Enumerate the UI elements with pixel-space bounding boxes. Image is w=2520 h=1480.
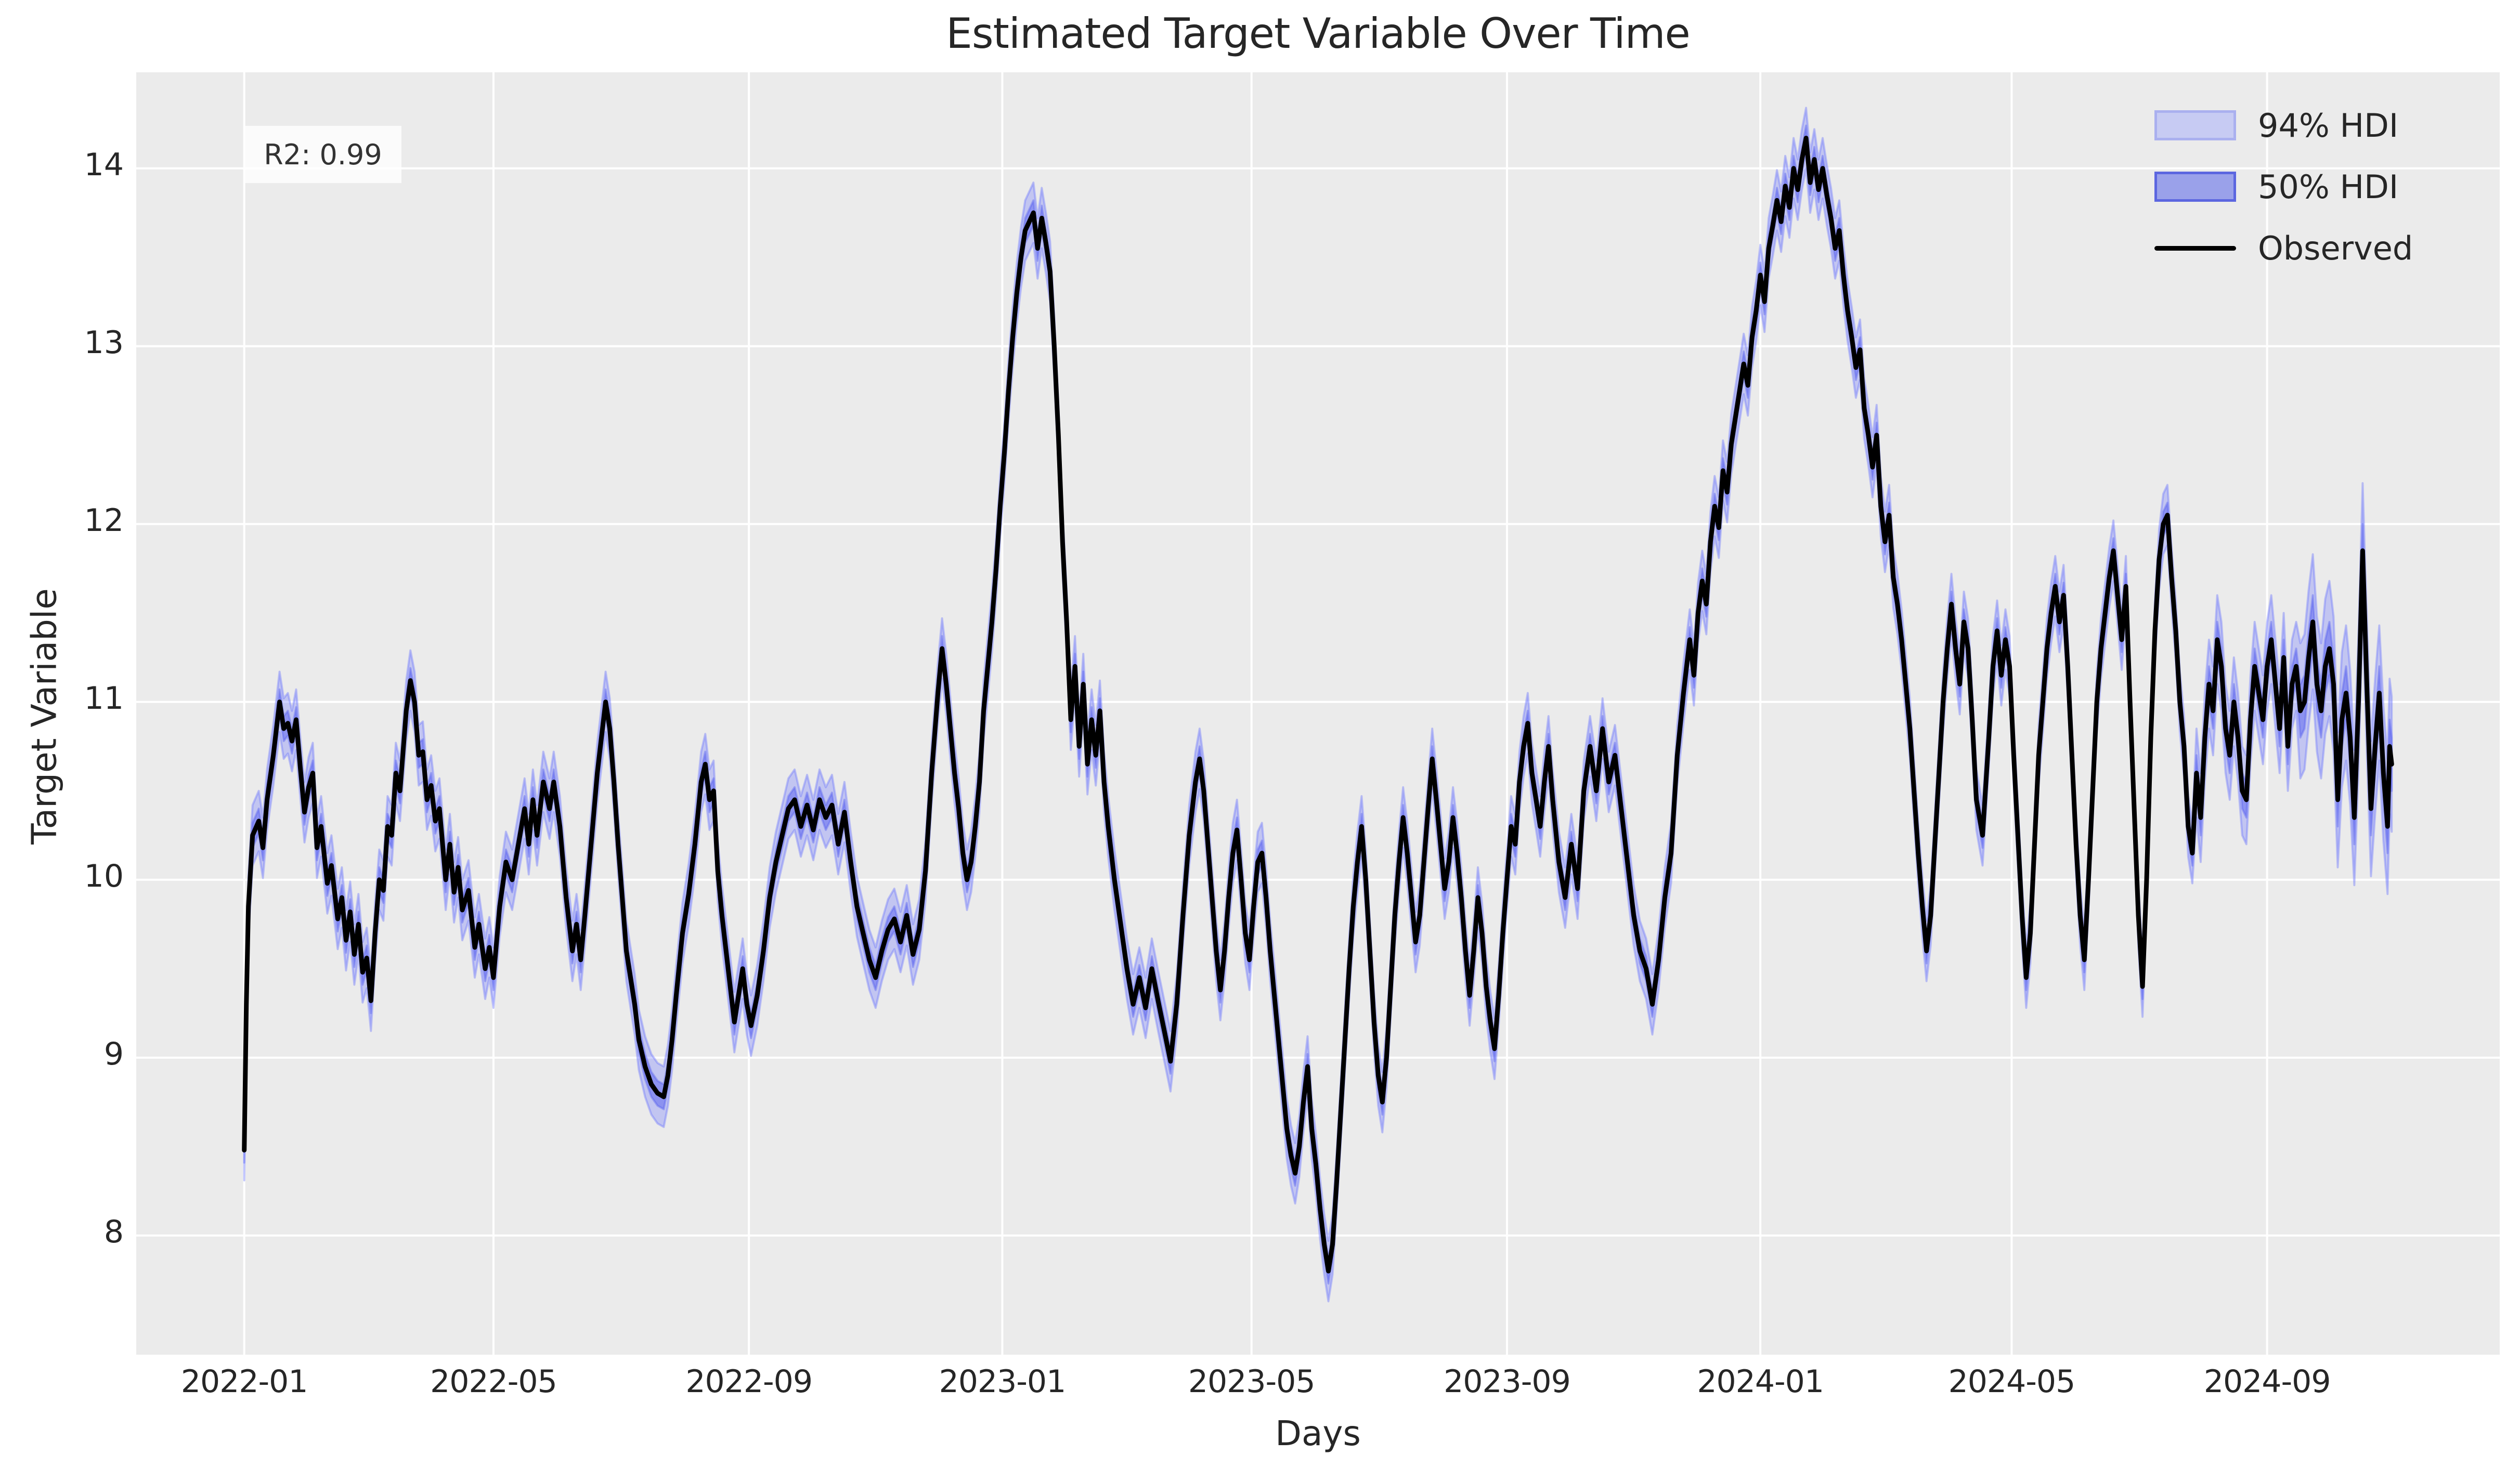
- legend-label-50-hdi: 50% HDI: [2258, 167, 2399, 206]
- legend: 94% HDI 50% HDI Observed: [2142, 95, 2496, 279]
- x-tick-label-2023-01: 2023-01: [939, 1364, 1067, 1400]
- x-tick-label-2022-09: 2022-09: [685, 1364, 813, 1400]
- observed-line-swatch-icon: [2154, 245, 2236, 251]
- x-tick-label-2024-05: 2024-05: [1948, 1364, 2076, 1400]
- observed-line: [242, 136, 2394, 1274]
- x-tick-label-2022-05: 2022-05: [430, 1364, 557, 1400]
- hdi50-swatch-icon: [2154, 172, 2236, 202]
- x-tick-label-2023-09: 2023-09: [1444, 1364, 1571, 1400]
- y-tick-label-11: 11: [84, 680, 124, 717]
- x-tick-label-2023-05: 2023-05: [1188, 1364, 1316, 1400]
- axes-background: [136, 72, 2500, 1355]
- r2-annotation: R2: 0.99: [244, 126, 401, 183]
- y-tick-label-13: 13: [84, 324, 124, 361]
- y-tick-label-12: 12: [84, 502, 124, 539]
- x-tick-label-2024-01: 2024-01: [1697, 1364, 1824, 1400]
- r2-annotation-text: R2: 0.99: [264, 138, 382, 171]
- y-tick-label-10: 10: [84, 858, 124, 894]
- y-tick-label-14: 14: [84, 146, 124, 183]
- legend-entry-94-hdi: 94% HDI: [2142, 95, 2496, 156]
- legend-entry-observed: Observed: [2142, 217, 2496, 279]
- y-tick-label-9: 9: [103, 1035, 124, 1072]
- hdi94-swatch-icon: [2154, 110, 2236, 140]
- x-tick-label-2022-01: 2022-01: [180, 1364, 308, 1400]
- legend-label-94-hdi: 94% HDI: [2258, 106, 2399, 145]
- x-tick-label-2024-09: 2024-09: [2203, 1364, 2331, 1400]
- chart-title: Estimated Target Variable Over Time: [946, 9, 1690, 58]
- legend-label-observed: Observed: [2258, 229, 2413, 267]
- x-axis-label: Days: [1275, 1413, 1361, 1453]
- y-tick-label-8: 8: [103, 1213, 124, 1250]
- band-94--hdi: [243, 107, 2393, 1303]
- legend-entry-50-hdi: 50% HDI: [2142, 156, 2496, 217]
